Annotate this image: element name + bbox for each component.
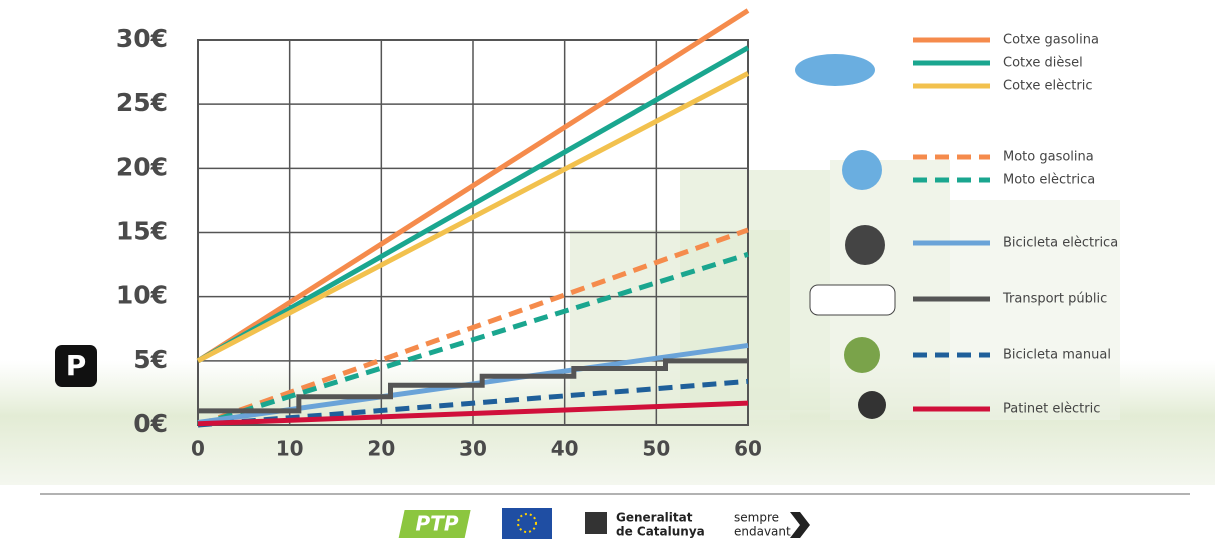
slogan-2: endavant <box>734 525 791 539</box>
ptp-logo: PTP <box>416 512 459 536</box>
legend-item: Moto elèctrica <box>913 173 1095 188</box>
background <box>0 160 1215 485</box>
series-line <box>196 71 750 364</box>
scooter-icon <box>858 391 886 419</box>
badge: P <box>55 345 97 387</box>
y-tick-label: 5€ <box>133 345 168 374</box>
series-line <box>197 400 749 427</box>
legend-label: Bicicleta manual <box>1003 348 1111 363</box>
bike-icon <box>845 225 885 265</box>
series-line <box>196 45 750 364</box>
x-tick-label: 50 <box>642 437 670 461</box>
series-line <box>197 378 749 428</box>
legend-item: Moto gasolina <box>913 150 1094 165</box>
series-line <box>197 251 749 428</box>
x-tick-label: 0 <box>191 437 205 461</box>
legend-item: Cotxe elèctric <box>913 79 1093 94</box>
legend-label: Bicicleta elèctrica <box>1003 236 1118 251</box>
legend-label: Moto elèctrica <box>1003 173 1095 188</box>
legend-label: Patinet elèctric <box>1003 402 1100 417</box>
y-tick-label: 0€ <box>133 409 168 438</box>
x-tick-label: 10 <box>276 437 304 461</box>
y-tick-label: 10€ <box>116 281 168 310</box>
legend-item: Transport públic <box>913 292 1107 307</box>
y-tick-label: 25€ <box>116 88 168 117</box>
y-tick-label: 30€ <box>116 24 168 53</box>
y-tick-label: 20€ <box>116 152 168 181</box>
legend-icons <box>795 54 896 419</box>
bike2-icon <box>844 337 880 373</box>
x-tick-label: 30 <box>459 437 487 461</box>
x-tick-label: 60 <box>734 437 762 461</box>
bus-icon <box>809 284 896 316</box>
series-line <box>196 8 750 363</box>
slogan-1: sempre <box>734 511 779 525</box>
y-tick-label: 15€ <box>116 217 168 246</box>
legend-label: Moto gasolina <box>1003 150 1094 165</box>
x-tick-label: 20 <box>367 437 395 461</box>
legend-label: Cotxe elèctric <box>1003 79 1093 94</box>
generalitat-1: Generalitat <box>616 511 693 525</box>
legend-item: Cotxe dièsel <box>913 56 1083 71</box>
legend-label: Transport públic <box>1002 292 1107 307</box>
footer-logos: PTP Generalitat de Catalunya sempre enda… <box>398 508 810 539</box>
car-icon <box>795 54 875 86</box>
legend-label: Cotxe gasolina <box>1003 33 1099 48</box>
series-line <box>198 358 748 414</box>
legend-item: Bicicleta elèctrica <box>913 236 1118 251</box>
legend-item: Cotxe gasolina <box>913 33 1099 48</box>
generalitat-2: de Catalunya <box>616 525 705 539</box>
legend-label: Cotxe dièsel <box>1003 56 1083 71</box>
moto-icon <box>842 150 882 190</box>
x-tick-label: 40 <box>551 437 579 461</box>
legend-item: Bicicleta manual <box>913 348 1111 363</box>
badge-text: P <box>66 349 87 382</box>
series-line <box>197 227 749 428</box>
legend-item: Patinet elèctric <box>913 402 1100 417</box>
